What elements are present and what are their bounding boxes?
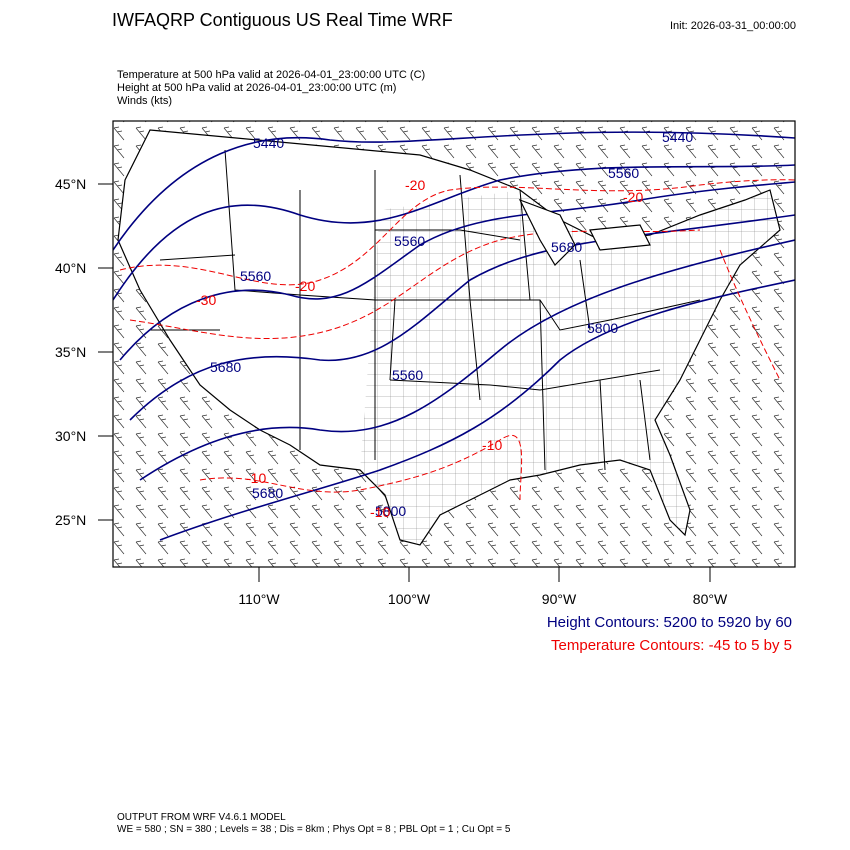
state-boundaries [150, 149, 701, 471]
temperature-label: -20 [623, 189, 643, 205]
lat-label: 25°N [55, 512, 86, 528]
height-label: 5440 [253, 135, 284, 151]
temperature-label: -30 [196, 292, 216, 308]
height-label: 5560 [394, 233, 425, 249]
height-label: 5680 [551, 239, 582, 255]
temperature-labels: -20 -20 -20 -30 -10 -10 -10 [196, 177, 643, 520]
temperature-legend: Temperature Contours: -45 to 5 by 5 [551, 637, 792, 654]
init-time: Init: 2026-03-31_00:00:00 [670, 20, 796, 32]
lat-ticks [98, 183, 113, 521]
page-title: IWFAQRP Contiguous US Real Time WRF [112, 10, 453, 30]
height-label: 5800 [587, 320, 618, 336]
lon-label: 80°W [693, 591, 728, 607]
temperature-label: -10 [482, 437, 502, 453]
footer-model: OUTPUT FROM WRF V4.6.1 MODEL [117, 812, 286, 823]
height-label: 5440 [662, 129, 693, 145]
temperature-label: -20 [295, 278, 315, 294]
height-label: 5560 [392, 367, 423, 383]
temperature-label: -10 [370, 504, 390, 520]
height-labels: 5440 5440 5560 5560 5680 5560 5680 5800 … [210, 129, 693, 519]
height-label: 5560 [608, 165, 639, 181]
lon-ticks [258, 567, 711, 582]
county-lines [360, 190, 780, 545]
height-legend: Height Contours: 5200 to 5920 by 60 [546, 614, 792, 631]
footer-config: WE = 580 ; SN = 380 ; Levels = 38 ; Dis … [117, 824, 511, 835]
lat-label: 45°N [55, 176, 86, 192]
subtitle-winds: Winds (kts) [117, 95, 172, 107]
temperature-label: -20 [405, 177, 425, 193]
lon-label: 90°W [542, 591, 577, 607]
subtitle-height: Height at 500 hPa valid at 2026-04-01_23… [117, 82, 397, 94]
great-lakes [518, 198, 651, 266]
lat-label: 40°N [55, 260, 86, 276]
map-frame [112, 120, 796, 568]
height-label: 5800 [375, 503, 406, 519]
lon-label: 110°W [238, 591, 280, 607]
temperature-label: -10 [246, 470, 266, 486]
height-label: 5560 [240, 268, 271, 284]
lat-label: 35°N [55, 344, 86, 360]
lon-label: 100°W [388, 591, 431, 607]
height-label: 5680 [252, 485, 283, 501]
height-label: 5680 [210, 359, 241, 375]
subtitle-temperature: Temperature at 500 hPa valid at 2026-04-… [117, 69, 426, 81]
lat-label: 30°N [55, 428, 86, 444]
